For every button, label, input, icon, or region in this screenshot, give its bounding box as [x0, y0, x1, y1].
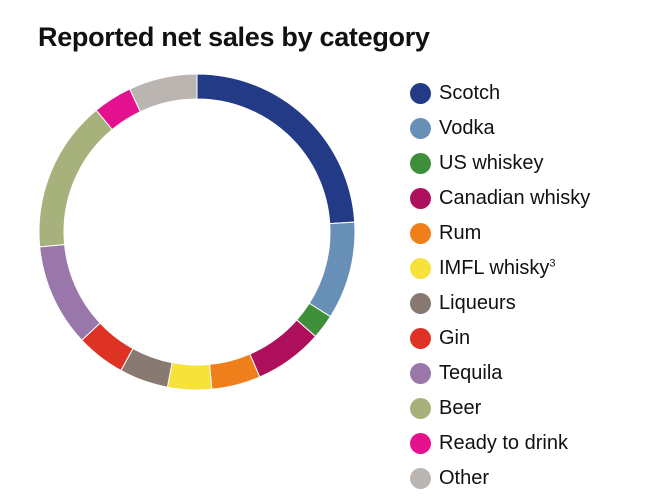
- legend-item: Liqueurs: [410, 286, 590, 321]
- legend-item: US whiskey: [410, 146, 590, 181]
- legend-label: IMFL whisky3: [439, 257, 556, 279]
- legend-item: Ready to drink: [410, 426, 590, 461]
- legend-swatch: [410, 83, 431, 104]
- footnote-marker: 3: [549, 257, 556, 270]
- donut-slice-scotch: [196, 73, 356, 225]
- legend-label: Rum: [439, 222, 482, 244]
- legend-label: Liqueurs: [439, 292, 516, 314]
- legend-label: Beer: [439, 397, 482, 419]
- legend-swatch: [410, 398, 431, 419]
- legend-label: Canadian whisky: [439, 187, 591, 209]
- legend-label: Tequila: [439, 362, 503, 384]
- legend-label: Ready to drink: [439, 432, 568, 454]
- donut-slice-vodka: [308, 221, 356, 318]
- legend-swatch: [410, 293, 431, 314]
- legend-label: Other: [439, 467, 490, 489]
- donut-slice-canadian-whisky: [249, 319, 317, 378]
- legend-swatch: [410, 328, 431, 349]
- donut-chart: [38, 73, 356, 391]
- legend-item: Vodka: [410, 111, 590, 146]
- legend-item: Canadian whisky: [410, 181, 590, 216]
- legend-swatch: [410, 258, 431, 279]
- legend-item: Scotch: [410, 76, 590, 111]
- legend-label: Scotch: [439, 82, 501, 104]
- legend-item: IMFL whisky3: [410, 251, 590, 286]
- donut-slice-other: [129, 73, 198, 113]
- legend-label: Vodka: [439, 117, 495, 139]
- legend-item: Beer: [410, 391, 590, 426]
- donut-slice-rum: [208, 353, 261, 390]
- chart-title: Reported net sales by category: [38, 22, 430, 52]
- legend-swatch: [410, 223, 431, 244]
- legend-label: US whiskey: [439, 152, 544, 174]
- legend-swatch: [410, 433, 431, 454]
- legend-swatch: [410, 468, 431, 489]
- legend-swatch: [410, 363, 431, 384]
- donut-slice-tequila: [39, 243, 101, 341]
- legend-swatch: [410, 153, 431, 174]
- legend-swatch: [410, 118, 431, 139]
- legend-item: Tequila: [410, 356, 590, 391]
- chart-legend: Scotch Vodka US whiskey Canadian whisky …: [410, 76, 590, 496]
- donut-slice-beer: [38, 109, 113, 248]
- legend-item: Other: [410, 461, 590, 496]
- donut-slice-imfl-whisky: [166, 362, 213, 391]
- legend-label: Gin: [439, 327, 471, 349]
- legend-item: Gin: [410, 321, 590, 356]
- legend-item: Rum: [410, 216, 590, 251]
- legend-swatch: [410, 188, 431, 209]
